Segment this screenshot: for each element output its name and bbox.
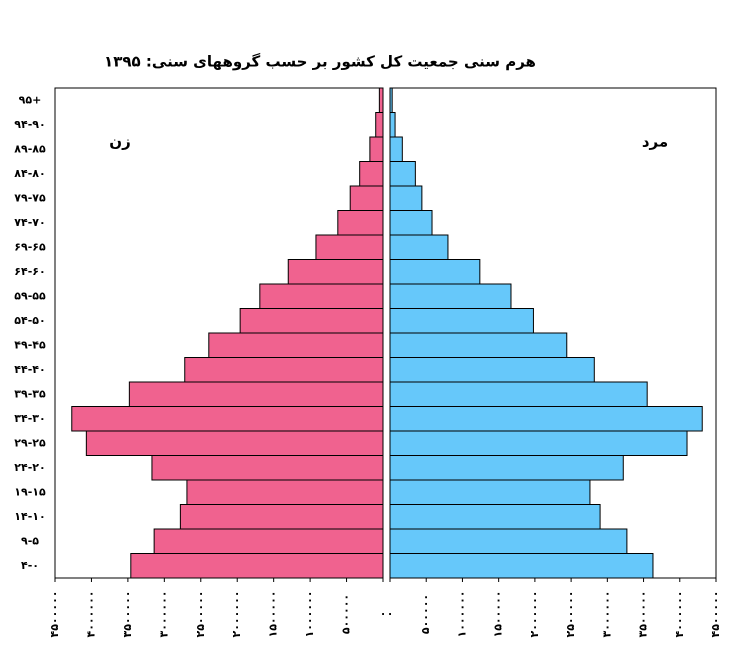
- legend-label: زن: [109, 133, 130, 151]
- bar: [287, 259, 384, 285]
- y-tick-label: ۷۹-۷۵: [14, 191, 46, 204]
- y-tick-label: ۳۴-۳۰: [14, 412, 45, 425]
- bar: [389, 455, 624, 481]
- x-tick-label: ۳۵۰۰۰۰۰: [637, 591, 650, 638]
- bar: [186, 479, 384, 505]
- x-tick-label: ۱۵۰۰۰۰۰: [267, 591, 280, 638]
- bar: [389, 430, 688, 456]
- legend-label: مرد: [642, 133, 668, 151]
- bar: [389, 553, 654, 579]
- bar: [85, 430, 384, 456]
- x-tick-label: ۴۵۰۰۰۰۰: [48, 591, 61, 638]
- bar: [369, 136, 384, 162]
- x-tick-label: ۲۵۰۰۰۰۰: [194, 591, 207, 638]
- bar: [389, 406, 703, 432]
- bar: [389, 528, 628, 554]
- x-tick-label: ۳۵۰۰۰۰۰: [121, 591, 134, 638]
- y-tick-label: ۸۴-۸۰: [14, 167, 45, 180]
- bar: [153, 528, 384, 554]
- bar: [389, 259, 481, 285]
- y-tick-label: ۴۹-۴۵: [14, 338, 46, 351]
- x-tick-label: ۰: [383, 611, 396, 618]
- bar: [389, 332, 568, 358]
- x-tick-label: ۲۰۰۰۰۰۰: [230, 591, 243, 638]
- y-tick-label: ۹۴-۹۰: [14, 118, 45, 131]
- bar: [389, 504, 601, 530]
- chart-title: هرم سنی جمعیت کل کشور بر حسب گروههای سنی…: [104, 53, 536, 71]
- bar: [208, 332, 384, 358]
- y-tick-label: ۸۹-۸۵: [14, 142, 46, 155]
- bar: [259, 283, 384, 309]
- bar: [130, 553, 384, 579]
- bar: [389, 87, 393, 113]
- bar: [71, 406, 384, 432]
- x-tick-label: ۳۰۰۰۰۰۰: [157, 591, 170, 638]
- x-tick-label: ۱۰۰۰۰۰۰: [455, 591, 468, 638]
- bar: [389, 161, 416, 187]
- y-tick-label: ۱۹-۱۵: [14, 485, 46, 498]
- bar: [184, 357, 384, 383]
- x-tick-label: ۴۵۰۰۰۰۰: [709, 591, 722, 638]
- x-tick-label: ۲۰۰۰۰۰۰: [528, 591, 541, 638]
- bar: [349, 185, 384, 211]
- bar: [239, 308, 384, 334]
- y-tick-label: ۴-۰: [21, 559, 39, 572]
- bar: [151, 455, 384, 481]
- bar: [389, 112, 396, 138]
- bar: [315, 234, 384, 260]
- bar: [389, 185, 423, 211]
- bar: [378, 87, 384, 113]
- bar: [375, 112, 384, 138]
- y-tick-label: ۹-۵: [21, 534, 39, 547]
- y-tick-label: ۲۹-۲۵: [14, 436, 46, 449]
- y-tick-label: ۵۹-۵۵: [14, 289, 46, 302]
- x-tick-label: ۵۰۰۰۰۰: [340, 594, 353, 634]
- bar: [389, 479, 591, 505]
- x-tick-label: ۲۵۰۰۰۰۰: [564, 591, 577, 638]
- bar: [389, 234, 449, 260]
- x-tick-label: ۱۰۰۰۰۰۰: [303, 591, 316, 638]
- x-tick-label: ۰: [376, 611, 389, 618]
- bar: [389, 308, 534, 334]
- y-tick-label: ۶۴-۶۰: [14, 265, 45, 278]
- y-tick-label: ۵۴-۵۰: [14, 314, 45, 327]
- bar: [389, 210, 433, 236]
- bar: [389, 283, 512, 309]
- y-tick-label: ۶۹-۶۵: [14, 240, 46, 253]
- bar: [179, 504, 384, 530]
- y-tick-label: ۲۴-۲۰: [14, 461, 45, 474]
- bar: [337, 210, 384, 236]
- y-tick-label: ۴۴-۴۰: [14, 363, 45, 376]
- y-tick-label: ۳۹-۳۵: [14, 387, 46, 400]
- x-tick-label: ۳۰۰۰۰۰۰: [600, 591, 613, 638]
- bar: [128, 381, 384, 407]
- x-tick-label: ۴۰۰۰۰۰۰: [673, 591, 686, 638]
- y-tick-label: ۹۵+: [19, 93, 42, 106]
- x-tick-label: ۴۰۰۰۰۰۰: [84, 591, 97, 638]
- bar: [389, 136, 403, 162]
- y-tick-label: ۷۴-۷۰: [14, 216, 45, 229]
- bar: [359, 161, 384, 187]
- bar: [389, 357, 595, 383]
- y-tick-label: ۱۴-۱۰: [14, 510, 45, 523]
- x-tick-label: ۱۵۰۰۰۰۰: [492, 591, 505, 638]
- x-tick-label: ۵۰۰۰۰۰: [419, 594, 432, 634]
- bar: [389, 381, 648, 407]
